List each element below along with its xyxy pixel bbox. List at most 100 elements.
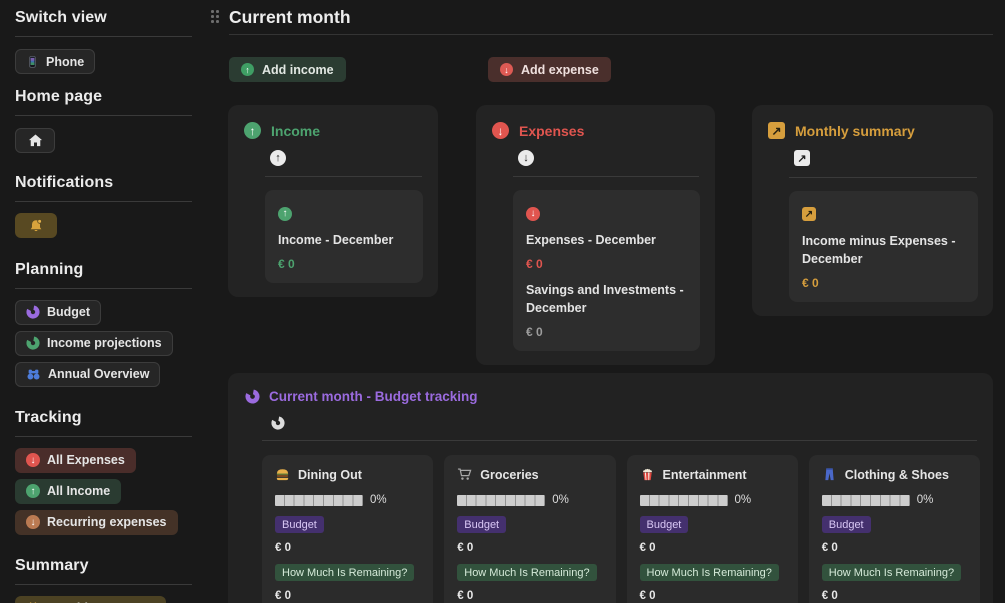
square-arrow-up-right-icon bbox=[768, 122, 785, 139]
entry-name: Expenses - December bbox=[526, 233, 656, 247]
entry-name: Savings and Investments - December bbox=[526, 283, 684, 316]
entry-value: € 0 bbox=[526, 325, 543, 340]
card-divider bbox=[265, 176, 422, 177]
expenses-card: Expenses Expenses - December € 0 Savings… bbox=[476, 105, 715, 366]
card-divider bbox=[789, 176, 977, 178]
square-arrow-up-right-icon bbox=[802, 207, 816, 221]
circle-arrow-up-icon bbox=[241, 63, 254, 76]
sidebar-item-budget[interactable]: Budget bbox=[15, 299, 102, 325]
progress-percent: 0% bbox=[916, 494, 934, 506]
sidebar-item-recurring-expenses[interactable]: Recurring expenses bbox=[15, 509, 178, 535]
sidebar-item-all-income[interactable]: All Income bbox=[15, 478, 122, 504]
budget-badge: Budget bbox=[821, 516, 871, 533]
home-icon bbox=[28, 133, 43, 148]
circle-arrow-down-icon bbox=[26, 515, 40, 529]
card-divider bbox=[513, 176, 699, 177]
page-title: Current month bbox=[229, 7, 351, 27]
remaining-badge: How Much Is Remaining? bbox=[457, 564, 597, 581]
expenses-december-card[interactable]: Expenses - December € 0 Savings and Inve… bbox=[513, 190, 700, 352]
budget-tracking-panel: Current month - Budget tracking Dining O… bbox=[228, 373, 993, 603]
income-minus-expenses-card[interactable]: Income minus Expenses - December € 0 bbox=[789, 190, 978, 302]
remaining-value: € 0 bbox=[821, 590, 838, 602]
progress-bar bbox=[275, 494, 363, 506]
sidebar-item-annual-overview[interactable]: Annual Overview bbox=[15, 361, 161, 387]
circle-arrow-down-icon bbox=[492, 122, 509, 139]
budget-value: € 0 bbox=[821, 542, 838, 554]
budget-card-entertainment[interactable]: Entertainment 0% Budget € 0 How Much Is … bbox=[626, 455, 798, 603]
sidebar-item-label: Recurring expenses bbox=[47, 515, 167, 529]
square-arrow-up-right-icon bbox=[794, 150, 810, 166]
jeans-icon bbox=[822, 467, 837, 482]
circle-arrow-down-icon bbox=[500, 63, 513, 76]
burger-icon bbox=[275, 467, 290, 482]
donut-chart-icon bbox=[245, 389, 260, 404]
sidebar-item-all-expenses[interactable]: All Expenses bbox=[15, 447, 136, 473]
circle-arrow-up-icon bbox=[270, 150, 286, 166]
expenses-card-title: Expenses bbox=[519, 122, 585, 139]
drag-handle-icon[interactable] bbox=[211, 10, 221, 25]
add-expense-button[interactable]: Add expense bbox=[488, 57, 611, 82]
monthly-summary-card-title: Monthly summary bbox=[795, 122, 915, 139]
donut-chart-icon bbox=[26, 305, 40, 319]
entry-name: Income - December bbox=[278, 233, 394, 247]
circle-arrow-up-icon bbox=[278, 206, 292, 221]
budget-value: € 0 bbox=[275, 542, 291, 554]
budget-card-dining-out[interactable]: Dining Out 0% Budget € 0 How Much Is Rem… bbox=[262, 455, 434, 603]
entry-name: Income minus Expenses - December bbox=[802, 233, 956, 266]
section-title-home-page: Home page bbox=[15, 88, 192, 116]
budget-card-name: Dining Out bbox=[298, 467, 362, 482]
sidebar-item-income-projections[interactable]: Income projections bbox=[15, 330, 173, 356]
sidebar-item-label: Annual Overview bbox=[48, 367, 150, 381]
sidebar-item-label: Budget bbox=[47, 305, 91, 319]
budget-card-name: Groceries bbox=[480, 467, 539, 482]
donut-chart-icon bbox=[271, 416, 993, 430]
circle-arrow-down-icon bbox=[26, 453, 40, 467]
entry-value: € 0 bbox=[278, 257, 295, 272]
sidebar-item-label: All Income bbox=[47, 484, 111, 498]
budget-badge: Budget bbox=[275, 516, 324, 533]
progress-bar bbox=[457, 494, 546, 506]
panel-divider bbox=[262, 440, 977, 441]
budget-badge: Budget bbox=[639, 516, 689, 533]
phone-button[interactable]: Phone bbox=[15, 49, 96, 74]
remaining-value: € 0 bbox=[639, 590, 656, 602]
budget-tracking-title: Current month - Budget tracking bbox=[269, 389, 478, 404]
remaining-badge: How Much Is Remaining? bbox=[639, 564, 779, 581]
sidebar-item-monthly-summary[interactable]: Monthly Summary bbox=[15, 595, 167, 603]
progress-bar bbox=[639, 494, 728, 506]
monthly-summary-card: Monthly summary Income minus Expenses - … bbox=[752, 105, 993, 316]
entry-value: € 0 bbox=[802, 275, 819, 290]
budget-card-clothing-shoes[interactable]: Clothing & Shoes 0% Budget € 0 How Much … bbox=[808, 455, 980, 603]
remaining-badge: How Much Is Remaining? bbox=[821, 564, 962, 581]
income-december-card[interactable]: Income - December € 0 bbox=[265, 190, 423, 284]
remaining-badge: How Much Is Remaining? bbox=[275, 564, 415, 581]
budget-card-name: Entertainment bbox=[662, 467, 747, 482]
budget-badge: Budget bbox=[457, 516, 507, 533]
section-title-summary: Summary bbox=[15, 557, 192, 585]
sidebar-item-label: Income projections bbox=[47, 336, 162, 350]
sidebar-item-label: All Expenses bbox=[47, 453, 125, 467]
circle-arrow-down-icon bbox=[518, 150, 534, 166]
progress-percent: 0% bbox=[734, 494, 752, 506]
notifications-button[interactable] bbox=[15, 213, 57, 238]
budget-value: € 0 bbox=[457, 542, 474, 554]
progress-bar bbox=[821, 494, 910, 506]
add-income-button[interactable]: Add income bbox=[229, 57, 346, 82]
income-card: Income Income - December € 0 bbox=[228, 105, 438, 298]
sidebar-item-label: Monthly Summary bbox=[47, 601, 155, 603]
section-title-switch-view: Switch view bbox=[15, 9, 192, 37]
entry-value: € 0 bbox=[526, 257, 543, 272]
phone-icon bbox=[26, 55, 39, 69]
remaining-value: € 0 bbox=[275, 590, 291, 602]
binoculars-icon bbox=[26, 367, 41, 382]
section-title-planning: Planning bbox=[15, 261, 192, 289]
budget-card-name: Clothing & Shoes bbox=[844, 467, 949, 482]
donut-chart-icon bbox=[26, 336, 40, 350]
budget-card-groceries[interactable]: Groceries 0% Budget € 0 How Much Is Rema… bbox=[444, 455, 616, 603]
home-button[interactable] bbox=[15, 128, 55, 153]
add-expense-label: Add expense bbox=[521, 62, 599, 77]
phone-button-label: Phone bbox=[46, 54, 85, 69]
shopping-cart-icon bbox=[457, 467, 472, 482]
budget-value: € 0 bbox=[639, 542, 656, 554]
section-title-tracking: Tracking bbox=[15, 409, 192, 437]
